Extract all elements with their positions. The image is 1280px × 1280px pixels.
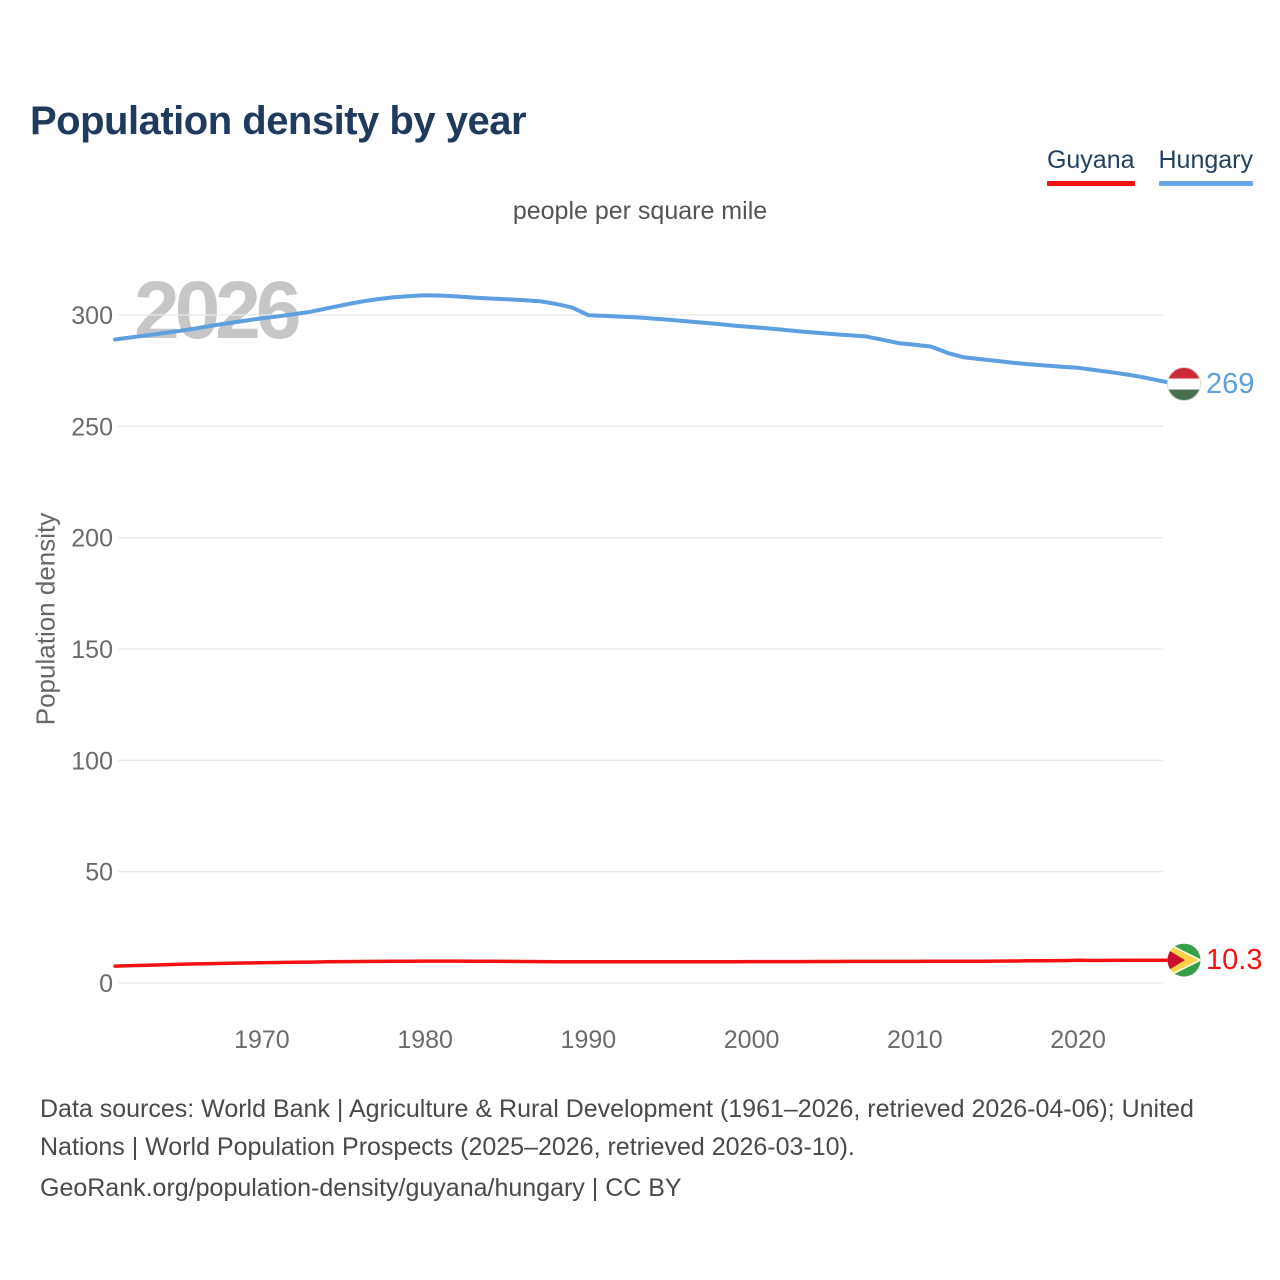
series-line-hungary[interactable]	[113, 293, 1195, 386]
legend-item-guyana[interactable]: Guyana	[1046, 146, 1135, 186]
chart-subtitle: people per square mile	[512, 197, 768, 225]
data-sources-line-1: Data sources: World Bank | Agriculture &…	[40, 1095, 1194, 1123]
x-tick-label: 1990	[561, 1026, 617, 1054]
y-tick-label: 0	[99, 970, 113, 998]
y-tick-label: 50	[85, 859, 113, 887]
hungary-flag-border	[1167, 367, 1201, 402]
series-line-guyana[interactable]	[113, 958, 1178, 968]
data-sources-line-2: Nations | World Population Prospects (20…	[40, 1133, 855, 1161]
y-tick-label: 250	[71, 413, 113, 441]
watermark-year: 2026	[134, 265, 301, 356]
legend-swatch-guyana	[1046, 181, 1135, 186]
x-tick-label: 2020	[1050, 1026, 1106, 1054]
end-value-hungary: 269	[1206, 368, 1254, 400]
y-tick-label: 100	[71, 747, 113, 775]
end-value-guyana: 10.3	[1206, 944, 1262, 976]
x-tick-label: 1980	[397, 1026, 453, 1054]
x-tick-label: 2000	[724, 1026, 780, 1054]
attribution-footer: Data sources: World Bank | Agriculture &…	[40, 1090, 1250, 1207]
legend-item-hungary[interactable]: Hungary	[1158, 146, 1254, 186]
legend: Guyana Hungary	[1046, 146, 1254, 186]
y-tick-label: 150	[71, 636, 113, 664]
x-tick-label: 1970	[234, 1026, 290, 1054]
hungary-flag-icon	[1167, 367, 1201, 401]
legend-label-guyana: Guyana	[1046, 146, 1135, 174]
legend-label-hungary: Hungary	[1158, 146, 1254, 174]
legend-swatch-hungary	[1158, 181, 1253, 186]
license-line: GeoRank.org/population-density/guyana/hu…	[40, 1174, 682, 1202]
guyana-flag-icon	[1167, 943, 1201, 977]
y-tick-label: 300	[71, 302, 113, 330]
page-title: Population density by year	[30, 98, 527, 143]
y-tick-label: 200	[71, 525, 113, 553]
x-tick-label: 2010	[887, 1026, 943, 1054]
